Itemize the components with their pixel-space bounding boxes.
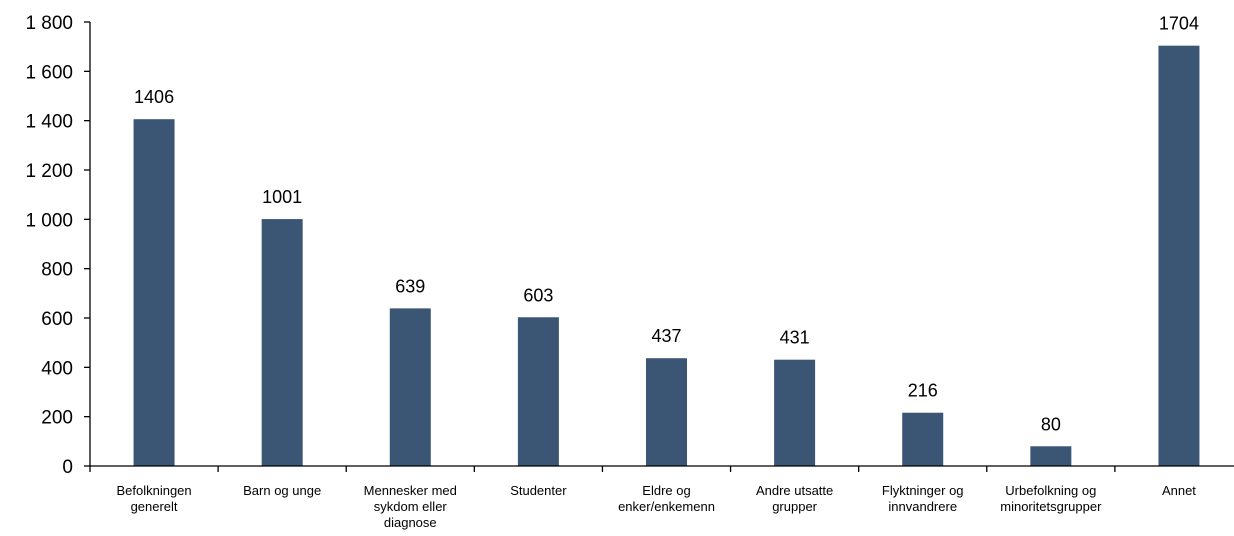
- data-label: 1406: [134, 87, 174, 107]
- data-label: 639: [395, 276, 425, 296]
- y-tick-label: 400: [41, 358, 73, 379]
- bar: [1030, 446, 1072, 466]
- y-tick-label: 800: [41, 260, 73, 281]
- bar: [261, 219, 303, 466]
- category-label: Urbefolkning og minoritetsgrupper: [1000, 483, 1102, 514]
- category-label: Annet: [1162, 483, 1196, 498]
- y-axis: 0 200 400 600 800 1 000 1 200 1 400 1 600 1 800: [25, 13, 91, 478]
- data-label: 1001: [262, 187, 302, 207]
- y-tick-label: 1 800: [25, 13, 73, 34]
- y-tick-label: 1 200: [25, 161, 73, 182]
- y-tick-label: 1 000: [25, 210, 73, 231]
- y-tick-label: 1 600: [25, 62, 73, 83]
- x-axis: Befolkningen generelt Barn og unge Menneske…: [89, 465, 1234, 530]
- bar: [389, 308, 431, 466]
- data-label: 603: [523, 285, 553, 305]
- data-labels: 1406 1001 639 603 437 431 216 80 1704: [134, 14, 1199, 435]
- bar: [517, 317, 559, 466]
- y-tick-label: 1 400: [25, 112, 73, 133]
- category-label: Barn og unge: [243, 483, 321, 498]
- bar: [774, 359, 816, 466]
- y-tick-label: 0: [62, 457, 73, 478]
- category-label: Flyktninger og innvandrere: [882, 483, 964, 514]
- bar: [902, 412, 944, 466]
- bar: [133, 119, 175, 466]
- category-label: Befolkningen generelt: [116, 483, 191, 514]
- bars: [133, 45, 1200, 467]
- data-label: 1704: [1159, 14, 1199, 34]
- bar: [1158, 45, 1200, 467]
- data-label: 431: [780, 328, 810, 348]
- bar: [646, 358, 687, 466]
- category-label: Studenter: [510, 483, 567, 498]
- data-label: 437: [651, 326, 681, 346]
- category-label: Mennesker med sykdom eller diagnose: [364, 483, 457, 530]
- category-label: Andre utsatte grupper: [756, 483, 833, 514]
- y-tick-label: 200: [41, 408, 73, 429]
- data-label: 80: [1041, 414, 1061, 434]
- y-tick-label: 600: [41, 309, 73, 330]
- data-label: 216: [908, 381, 938, 401]
- category-label: Eldre og enker/enkemenn: [618, 483, 715, 514]
